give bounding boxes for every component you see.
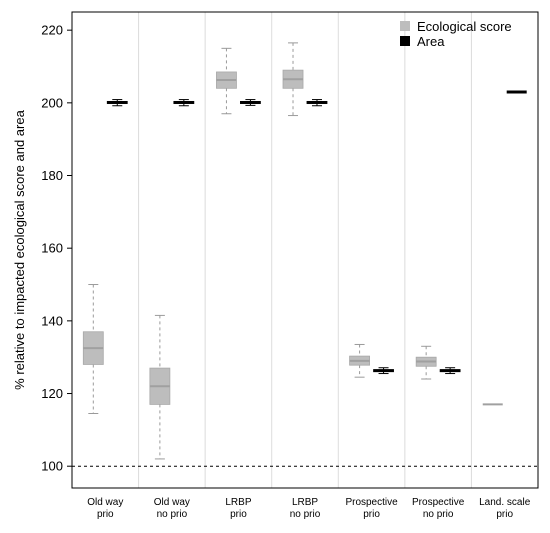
x-tick-label: Prospective prio — [345, 497, 398, 520]
x-tick-label: Prospective no prio — [412, 497, 465, 520]
y-tick-label: 100 — [41, 459, 63, 474]
y-axis: 100 120 140 160 180 200 220 — [41, 23, 72, 474]
y-tick-label: 220 — [41, 23, 63, 38]
ecological-score-box — [349, 343, 370, 378]
legend-swatch — [400, 36, 410, 46]
y-tick-label: 200 — [41, 95, 63, 110]
ecological-score-box — [282, 42, 304, 117]
area-box — [106, 99, 128, 107]
ecological-score-box — [415, 345, 437, 380]
y-tick-label: 160 — [41, 241, 63, 256]
legend-label: Area — [417, 34, 445, 49]
plot-frame — [71, 11, 539, 489]
x-tick-label: Old way no prio — [154, 497, 190, 520]
y-tick-label: 120 — [41, 386, 63, 401]
x-tick-label: LRBP prio — [225, 497, 251, 520]
legend-swatch — [400, 21, 410, 31]
boxes-group — [82, 42, 527, 460]
area-box — [439, 367, 461, 375]
x-tick-label: Old way prio — [87, 497, 123, 520]
y-tick-label: 140 — [41, 313, 63, 328]
ecological-score-box — [149, 314, 171, 460]
y-tick-label: 180 — [41, 168, 63, 183]
ecological-score-box — [82, 284, 104, 415]
y-axis-label: % relative to impacted ecological score … — [12, 109, 27, 389]
legend-label: Ecological score — [417, 19, 512, 34]
group-separators — [138, 12, 472, 488]
area-box — [306, 99, 328, 107]
area-box — [240, 99, 261, 106]
x-tick-label: Land. scale prio — [479, 497, 531, 520]
area-box — [173, 99, 195, 107]
x-tick-label: LRBP no prio — [290, 497, 321, 520]
area-box — [373, 367, 394, 375]
ecological-score-box — [216, 47, 237, 115]
x-axis: Old way prio Old way no prio LRBP prio LRBP no … — [87, 497, 530, 520]
